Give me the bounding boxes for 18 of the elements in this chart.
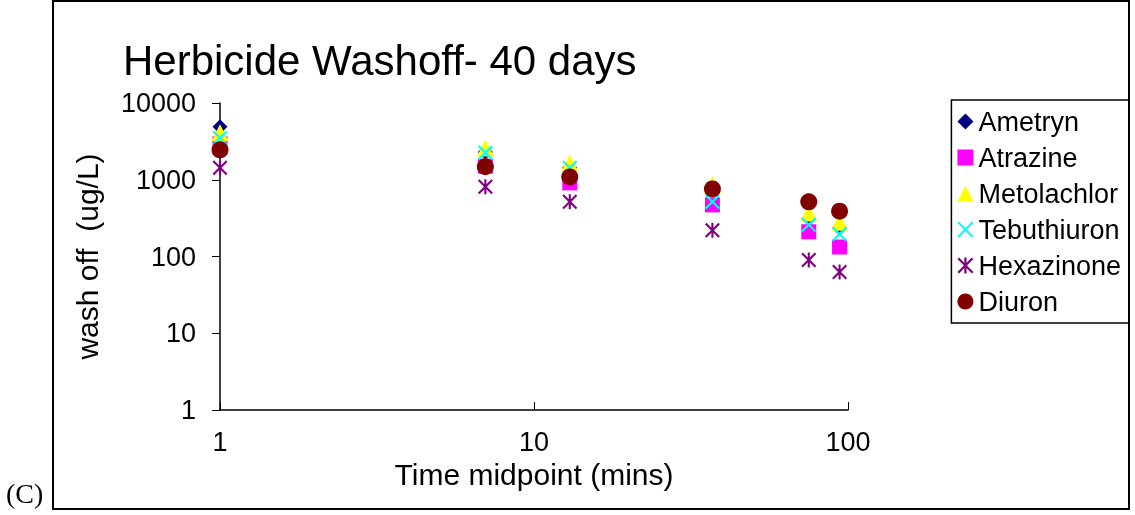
y-tick-label: 10 — [165, 318, 196, 349]
x-tick-label: 10 — [518, 426, 550, 457]
y-tick-label: 10000 — [120, 88, 196, 118]
x-axis-title: Time midpoint (mins) — [394, 458, 674, 492]
legend-label: Ametryn — [978, 106, 1079, 137]
x-tick-label: 100 — [825, 426, 871, 457]
chart-title: Herbicide Washoff- 40 days — [123, 36, 637, 84]
text: (C) — [6, 478, 44, 510]
x-tick-label: 1 — [212, 426, 228, 457]
legend-label: Tebuthiuron — [978, 214, 1120, 245]
y-axis-title: wash off (ug/L) — [70, 153, 104, 361]
y-tick-label: 1 — [180, 395, 196, 425]
legend-label: Atrazine — [978, 142, 1078, 173]
y-tick-label: 100 — [150, 241, 196, 272]
legend-label: Metolachlor — [978, 178, 1118, 209]
y-tick-label: 1000 — [135, 164, 196, 195]
legend-label: Diuron — [978, 286, 1058, 317]
legend-label: Hexazinone — [978, 250, 1121, 281]
